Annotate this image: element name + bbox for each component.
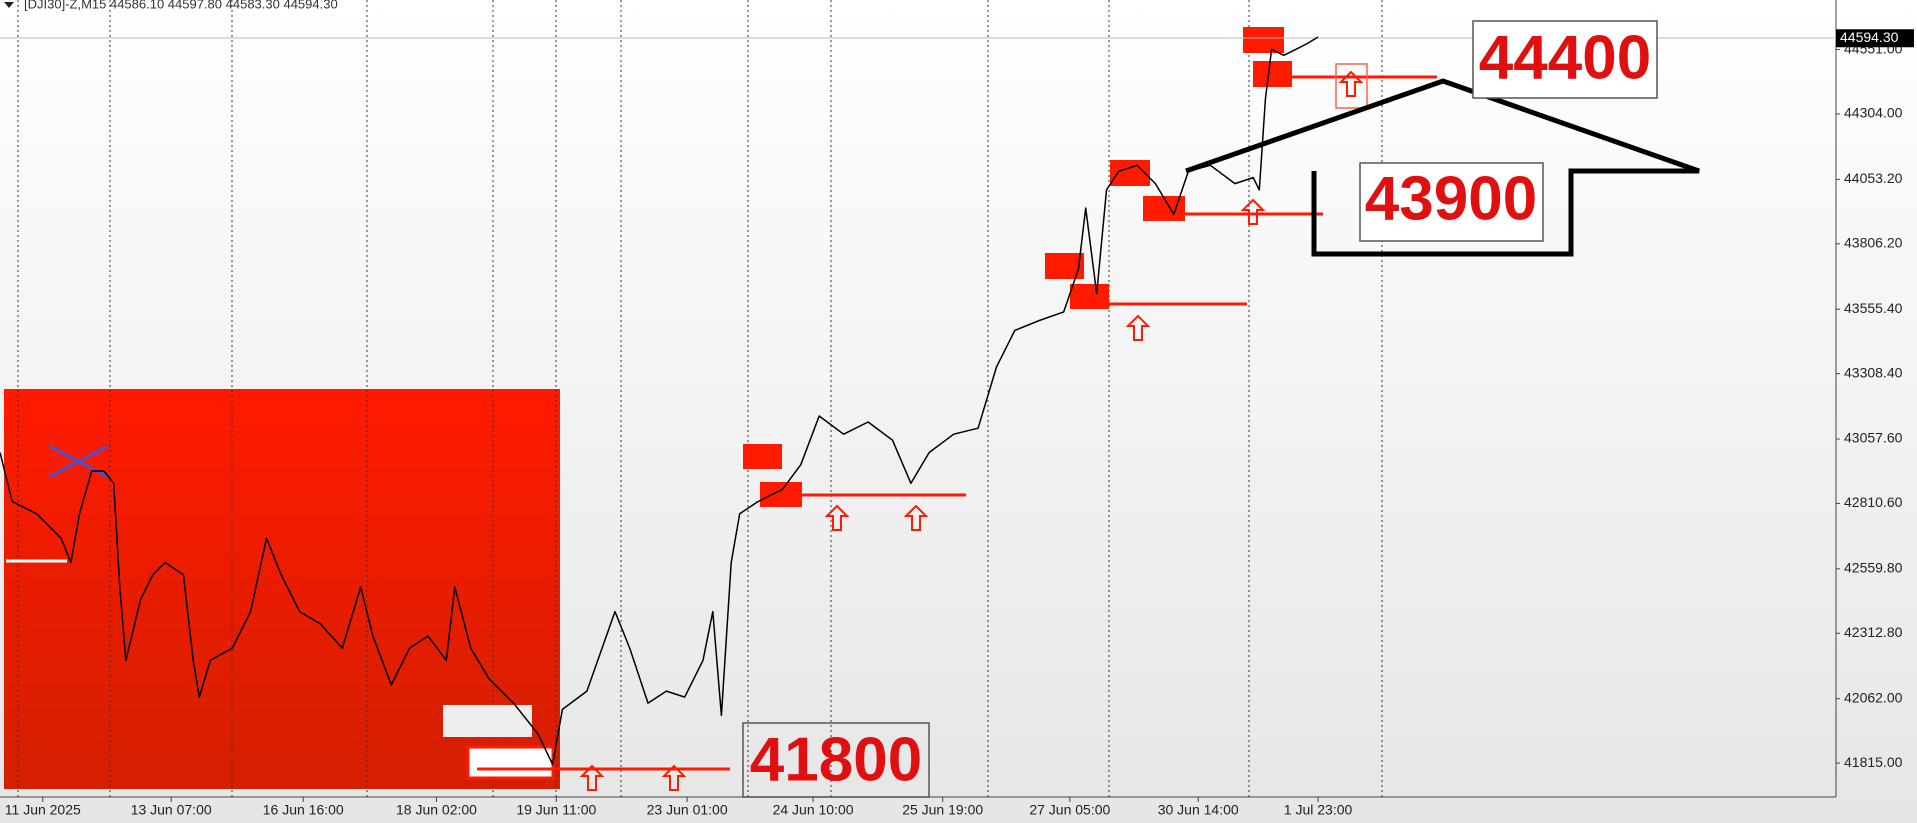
zones (0, 27, 1834, 791)
y-tick-label: 43806.20 (1844, 234, 1903, 250)
x-tick-label: 19 Jun 11:00 (516, 802, 596, 818)
x-tick-label: 16 Jun 16:00 (263, 802, 344, 818)
annotation-label: 41800 (750, 725, 922, 794)
price-line (0, 36, 1319, 766)
x-tick-label: 25 Jun 19:00 (902, 802, 983, 818)
x-tick-label: 13 Jun 07:00 (131, 802, 212, 818)
x-tick-label: 23 Jun 01:00 (647, 802, 728, 818)
y-tick-label: 41815.00 (1844, 754, 1903, 770)
y-tick-label: 42062.00 (1844, 689, 1903, 705)
y-tick-label: 42559.80 (1844, 560, 1903, 576)
y-tick-label: 43555.40 (1844, 300, 1903, 316)
x-tick-label: 11 Jun 2025 (5, 802, 81, 818)
x-tick-label: 1 Jul 23:00 (1284, 802, 1353, 818)
x-tick-label: 27 Jun 05:00 (1029, 802, 1110, 818)
y-tick-label: 42810.60 (1844, 494, 1903, 510)
y-tick-label: 43057.60 (1844, 430, 1903, 446)
x-tick-label: 24 Jun 10:00 (773, 802, 854, 818)
annotation-label: 43900 (1365, 164, 1537, 233)
price-label: 44594.30 (1840, 29, 1899, 45)
annotation-label: 44400 (1479, 23, 1651, 92)
y-tick-label: 44053.20 (1844, 170, 1903, 186)
chart-title: [DJI30]-Z,M15 44586.10 44597.80 44583.30… (24, 0, 338, 11)
x-tick-label: 18 Jun 02:00 (396, 802, 477, 818)
annotations: 44400 43900 41800 (742, 20, 1700, 798)
plot (0, 36, 1319, 766)
menu-icon (4, 2, 14, 8)
y-tick-label: 44304.00 (1844, 105, 1903, 121)
x-tick-label: 30 Jun 14:00 (1158, 802, 1239, 818)
y-tick-label: 42312.80 (1844, 624, 1903, 640)
y-tick-label: 43308.40 (1844, 364, 1903, 380)
price-box (1836, 29, 1914, 48)
